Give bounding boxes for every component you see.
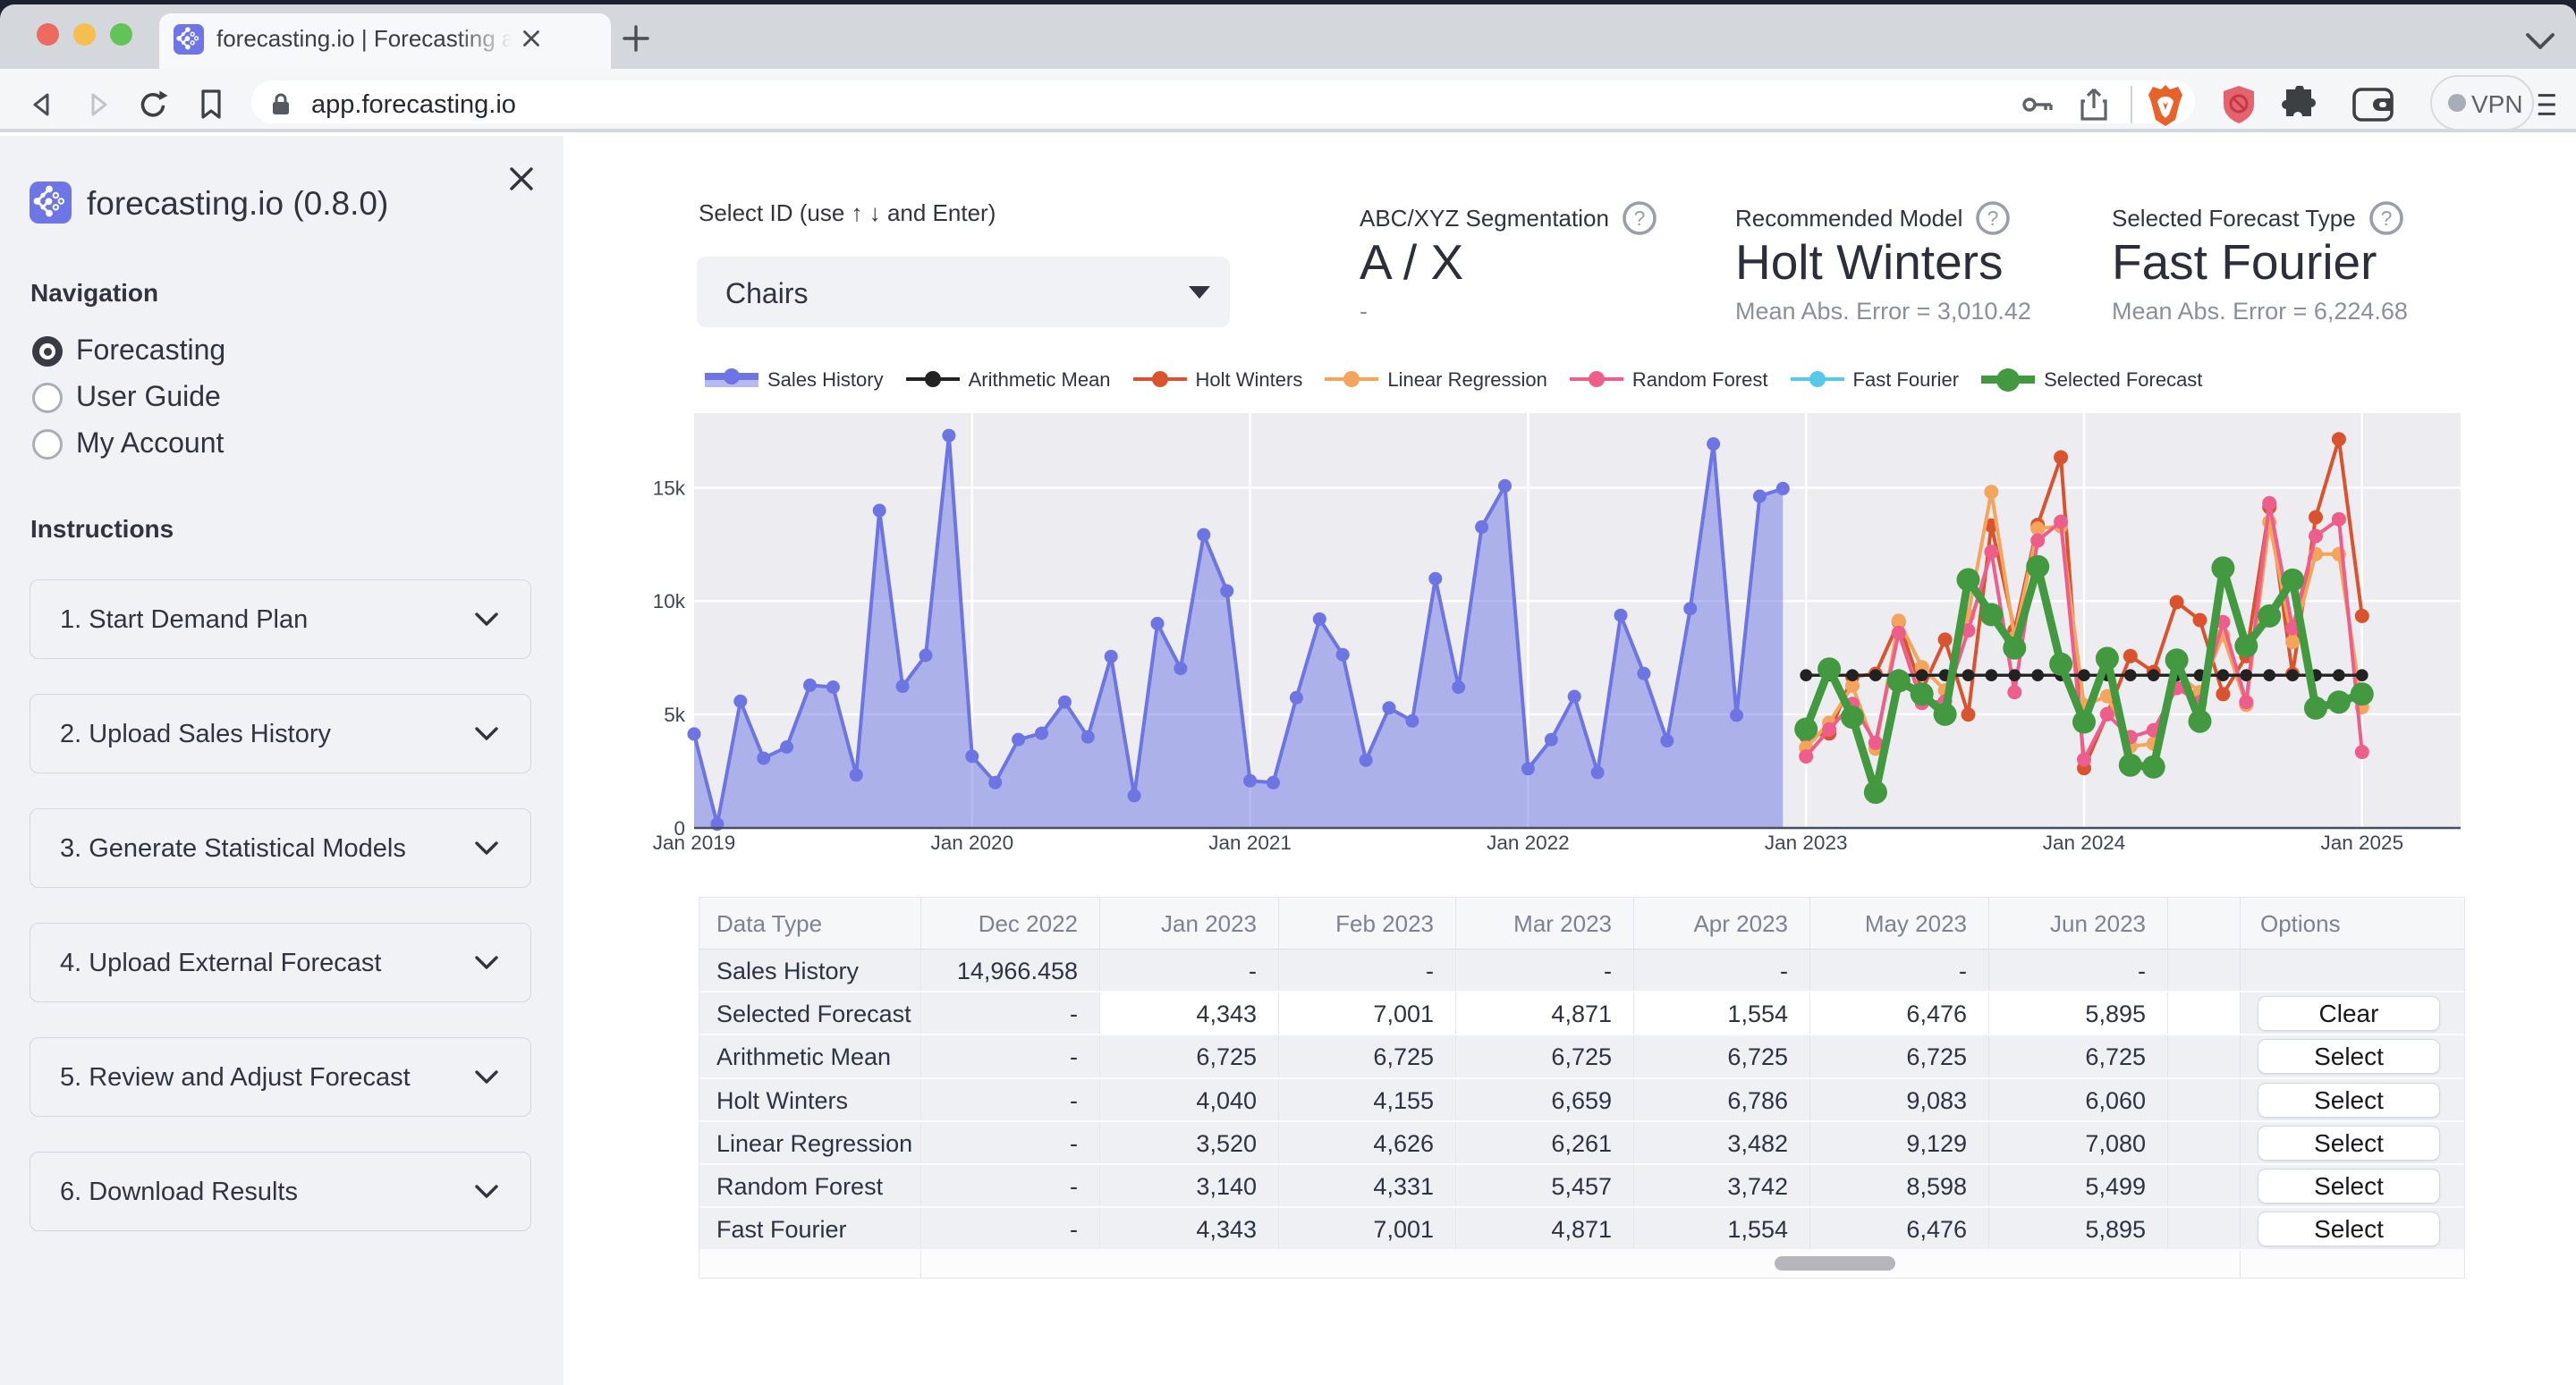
svg-text:?: ? (2380, 207, 2392, 230)
svg-text:0: 0 (674, 817, 685, 840)
svg-text:5k: 5k (664, 704, 686, 726)
svg-text:?: ? (1987, 207, 1999, 230)
svg-text:Jan 2022: Jan 2022 (1487, 832, 1570, 854)
svg-text:Jan 2025: Jan 2025 (2321, 832, 2404, 854)
svg-text:10k: 10k (653, 590, 686, 612)
svg-text:Jan 2020: Jan 2020 (931, 832, 1014, 854)
svg-text:Jan 2024: Jan 2024 (2043, 832, 2126, 854)
svg-text:Jan 2023: Jan 2023 (1765, 832, 1848, 854)
svg-text:Jan 2021: Jan 2021 (1208, 832, 1292, 854)
svg-text:15k: 15k (653, 477, 686, 500)
svg-text:?: ? (1634, 207, 1646, 230)
svg-text:Jan 2019: Jan 2019 (653, 832, 736, 854)
